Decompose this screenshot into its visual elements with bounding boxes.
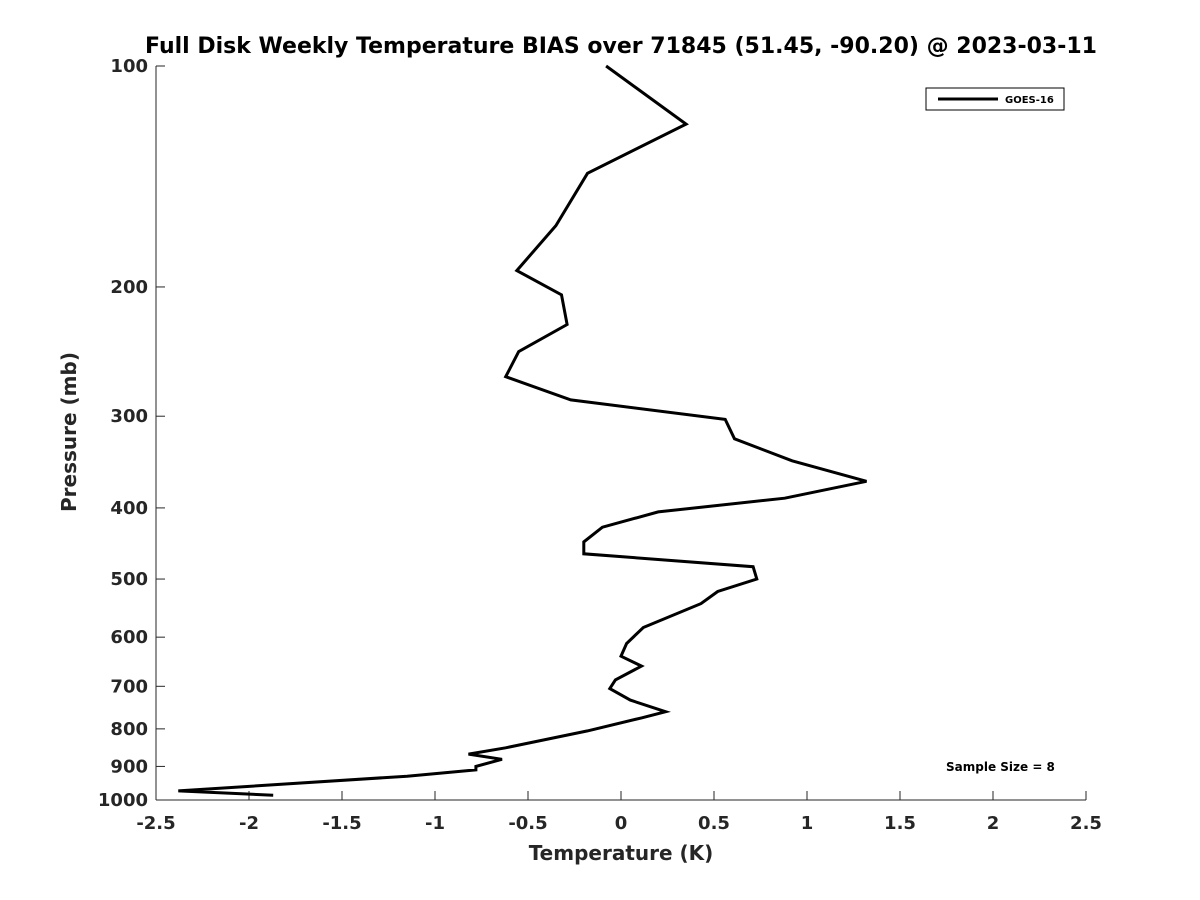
x-axis-label: Temperature (K) [529,841,714,865]
data-point [755,578,758,581]
data-point [629,699,632,702]
data-point [569,398,572,401]
data-point [640,665,643,668]
sample-size-annotation: Sample Size = 8 [946,760,1055,774]
data-point [657,510,660,513]
legend-entry-goes-16: GOES-16 [1005,95,1054,106]
data-point [601,526,604,529]
data-point [501,758,504,761]
data-point [467,753,470,756]
x-tick-label: 0.5 [698,813,730,834]
y-tick-label: 500 [110,569,148,590]
x-tick-label: 2 [987,813,1000,834]
data-point [724,418,727,421]
data-point [640,716,643,719]
x-tick-label: -1 [425,813,445,834]
data-point [700,602,703,605]
legend: GOES-16 [925,87,1065,111]
data-point [865,480,868,483]
data-point [406,775,409,778]
y-tick-label: 900 [110,756,148,777]
x-tick-label: 0 [615,813,628,834]
data-point [664,710,667,713]
x-tick-label: 1.5 [884,813,916,834]
x-tick-label: -2.5 [136,813,175,834]
data-point [474,768,477,771]
x-tick-label: -0.5 [508,813,547,834]
data-point [625,642,628,645]
data-point [733,437,736,440]
x-tick-label: -2 [239,813,259,834]
data-point [586,172,589,175]
series-line-goes-16 [178,64,867,797]
y-tick-label: 200 [110,277,148,298]
x-tick-label: 2.5 [1070,813,1102,834]
chart-title: Full Disk Weekly Temperature BIAS over 7… [145,34,1097,59]
data-point [582,540,585,543]
data-point [605,65,608,68]
y-tick-label: 800 [110,719,148,740]
data-point [608,687,611,690]
data-point [566,323,569,326]
y-axis-label: Pressure (mb) [57,352,81,512]
y-tick-label: 100 [110,56,148,77]
data-point [560,293,563,296]
data-point [620,655,623,658]
x-axis: -2.5 -2 -1.5 -1 -0.5 0 0.5 1 1.5 2 2.5 [136,791,1102,834]
data-point [783,497,786,500]
data-point [554,224,557,227]
y-axis: 100 200 300 400 500 600 700 800 900 1000 [98,56,165,811]
data-point [504,746,507,749]
data-point [272,794,275,797]
data-point [716,590,719,593]
data-point [642,626,645,629]
y-tick-label: 400 [110,498,148,519]
data-point [586,729,589,732]
data-point [515,269,518,272]
data-point [517,350,520,353]
x-tick-label: -1.5 [322,813,361,834]
data-point [752,565,755,568]
y-tick-label: 300 [110,406,148,427]
data-point [582,552,585,555]
y-tick-label: 1000 [98,790,148,811]
y-tick-label: 600 [110,627,148,648]
x-tick-label: 1 [801,813,814,834]
data-point [177,789,180,792]
data-point [474,765,477,768]
data-point [504,375,507,378]
data-point [685,123,688,126]
y-tick-label: 700 [110,676,148,697]
data-point [791,459,794,462]
data-point [614,678,617,681]
